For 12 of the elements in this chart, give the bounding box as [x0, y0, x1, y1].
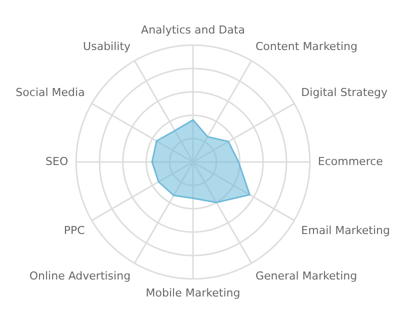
spoke-label: Ecommerce: [318, 154, 384, 168]
spoke-label: Content Marketing: [255, 40, 358, 54]
spoke-label: SEO: [46, 154, 68, 168]
spoke-label: Social Media: [16, 86, 85, 99]
spoke-label: Online Advertising: [29, 270, 131, 283]
spoke-label: General Marketing: [255, 270, 358, 283]
spoke-label: Usability: [83, 40, 132, 54]
spoke-label: Digital Strategy: [301, 86, 388, 99]
spoke-label: Analytics and Data: [141, 23, 245, 36]
spoke-label: PPC: [64, 224, 86, 237]
spoke-label: Mobile Marketing: [146, 286, 240, 300]
spoke-label: Email Marketing: [301, 224, 390, 237]
